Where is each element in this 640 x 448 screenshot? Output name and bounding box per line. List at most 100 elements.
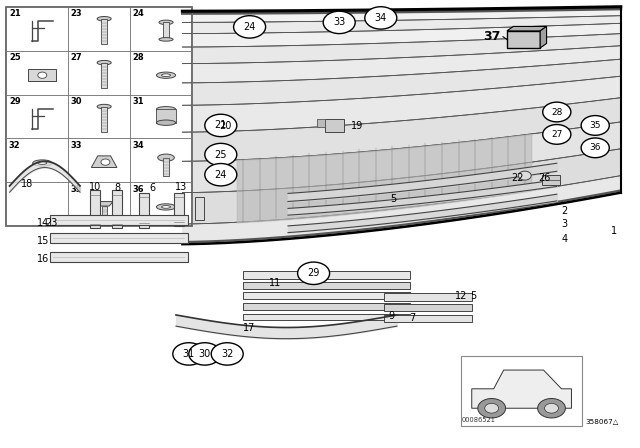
Bar: [90, 190, 100, 228]
Text: 25: 25: [9, 53, 20, 62]
Bar: [101, 63, 108, 88]
Bar: [317, 119, 325, 127]
Text: 24: 24: [243, 22, 256, 32]
Circle shape: [234, 16, 266, 38]
Text: 00086521: 00086521: [462, 418, 496, 423]
Text: 37: 37: [483, 30, 500, 43]
Bar: [68, 7, 130, 51]
Bar: [243, 292, 410, 299]
Text: 3: 3: [561, 219, 568, 229]
Circle shape: [298, 262, 330, 284]
Bar: [243, 271, 410, 279]
Polygon shape: [507, 26, 547, 31]
Polygon shape: [472, 370, 572, 408]
Text: 30: 30: [71, 97, 83, 106]
Bar: [112, 190, 122, 228]
Bar: [243, 282, 410, 289]
Text: 19: 19: [351, 121, 364, 131]
Bar: [461, 356, 582, 426]
Bar: [139, 193, 149, 228]
Text: 2: 2: [561, 206, 568, 215]
Text: 358067△: 358067△: [585, 418, 618, 424]
Circle shape: [484, 403, 499, 413]
Text: 24: 24: [214, 170, 227, 180]
Text: 15: 15: [36, 236, 49, 246]
Ellipse shape: [97, 60, 111, 65]
Bar: [130, 51, 192, 95]
Bar: [130, 138, 192, 182]
Text: 17: 17: [243, 323, 256, 333]
Ellipse shape: [38, 162, 47, 164]
Circle shape: [518, 171, 531, 180]
Text: 13: 13: [175, 182, 188, 192]
Text: 29: 29: [9, 97, 20, 106]
Circle shape: [538, 399, 565, 418]
Bar: [6, 7, 68, 51]
Bar: [50, 233, 188, 243]
Circle shape: [543, 125, 571, 144]
Text: 21: 21: [214, 121, 227, 130]
Bar: [243, 314, 410, 320]
Text: 32: 32: [221, 349, 234, 359]
Bar: [130, 95, 192, 138]
Bar: [130, 182, 192, 226]
Bar: [130, 7, 192, 51]
Polygon shape: [540, 26, 547, 48]
Text: 35: 35: [71, 185, 83, 194]
Bar: [325, 119, 344, 132]
Ellipse shape: [97, 104, 111, 109]
Bar: [195, 197, 204, 220]
Ellipse shape: [156, 204, 175, 210]
Ellipse shape: [159, 20, 173, 25]
Bar: [156, 109, 175, 123]
Circle shape: [323, 11, 355, 34]
Text: 33: 33: [71, 141, 83, 150]
Circle shape: [581, 116, 609, 135]
Circle shape: [211, 343, 243, 365]
Text: 22: 22: [511, 173, 524, 183]
Bar: [6, 182, 68, 226]
Text: 35: 35: [589, 121, 601, 130]
Text: 10: 10: [88, 182, 101, 192]
Text: 36: 36: [589, 143, 601, 152]
Bar: [68, 138, 130, 182]
Circle shape: [478, 399, 506, 418]
Bar: [384, 304, 472, 311]
Text: 26: 26: [538, 173, 550, 183]
Bar: [384, 315, 472, 322]
Text: 11: 11: [269, 278, 282, 288]
Bar: [6, 138, 68, 182]
Text: 20: 20: [220, 121, 232, 131]
Bar: [163, 158, 169, 176]
Ellipse shape: [161, 206, 170, 208]
Text: 5: 5: [470, 291, 477, 301]
Circle shape: [101, 159, 110, 165]
Bar: [68, 182, 130, 226]
Text: 18: 18: [21, 179, 34, 189]
Text: 8: 8: [114, 183, 120, 193]
Polygon shape: [95, 202, 113, 206]
Text: 23: 23: [45, 218, 58, 228]
Text: 16: 16: [36, 254, 49, 264]
Circle shape: [205, 164, 237, 186]
Bar: [174, 193, 184, 226]
Ellipse shape: [97, 17, 111, 21]
Bar: [6, 51, 68, 95]
Bar: [28, 69, 56, 82]
Text: 6: 6: [149, 183, 156, 193]
Text: 31: 31: [182, 349, 195, 359]
Circle shape: [173, 343, 205, 365]
Text: 28: 28: [551, 108, 563, 116]
Bar: [243, 303, 410, 310]
Circle shape: [581, 138, 609, 158]
Bar: [507, 31, 540, 48]
Text: 5: 5: [390, 194, 397, 204]
Text: 4: 4: [561, 234, 568, 244]
Polygon shape: [92, 156, 117, 168]
Ellipse shape: [157, 154, 174, 161]
Bar: [50, 252, 188, 262]
Circle shape: [205, 114, 237, 137]
Text: 33: 33: [333, 17, 346, 27]
Text: 14: 14: [36, 218, 49, 228]
Circle shape: [365, 7, 397, 29]
